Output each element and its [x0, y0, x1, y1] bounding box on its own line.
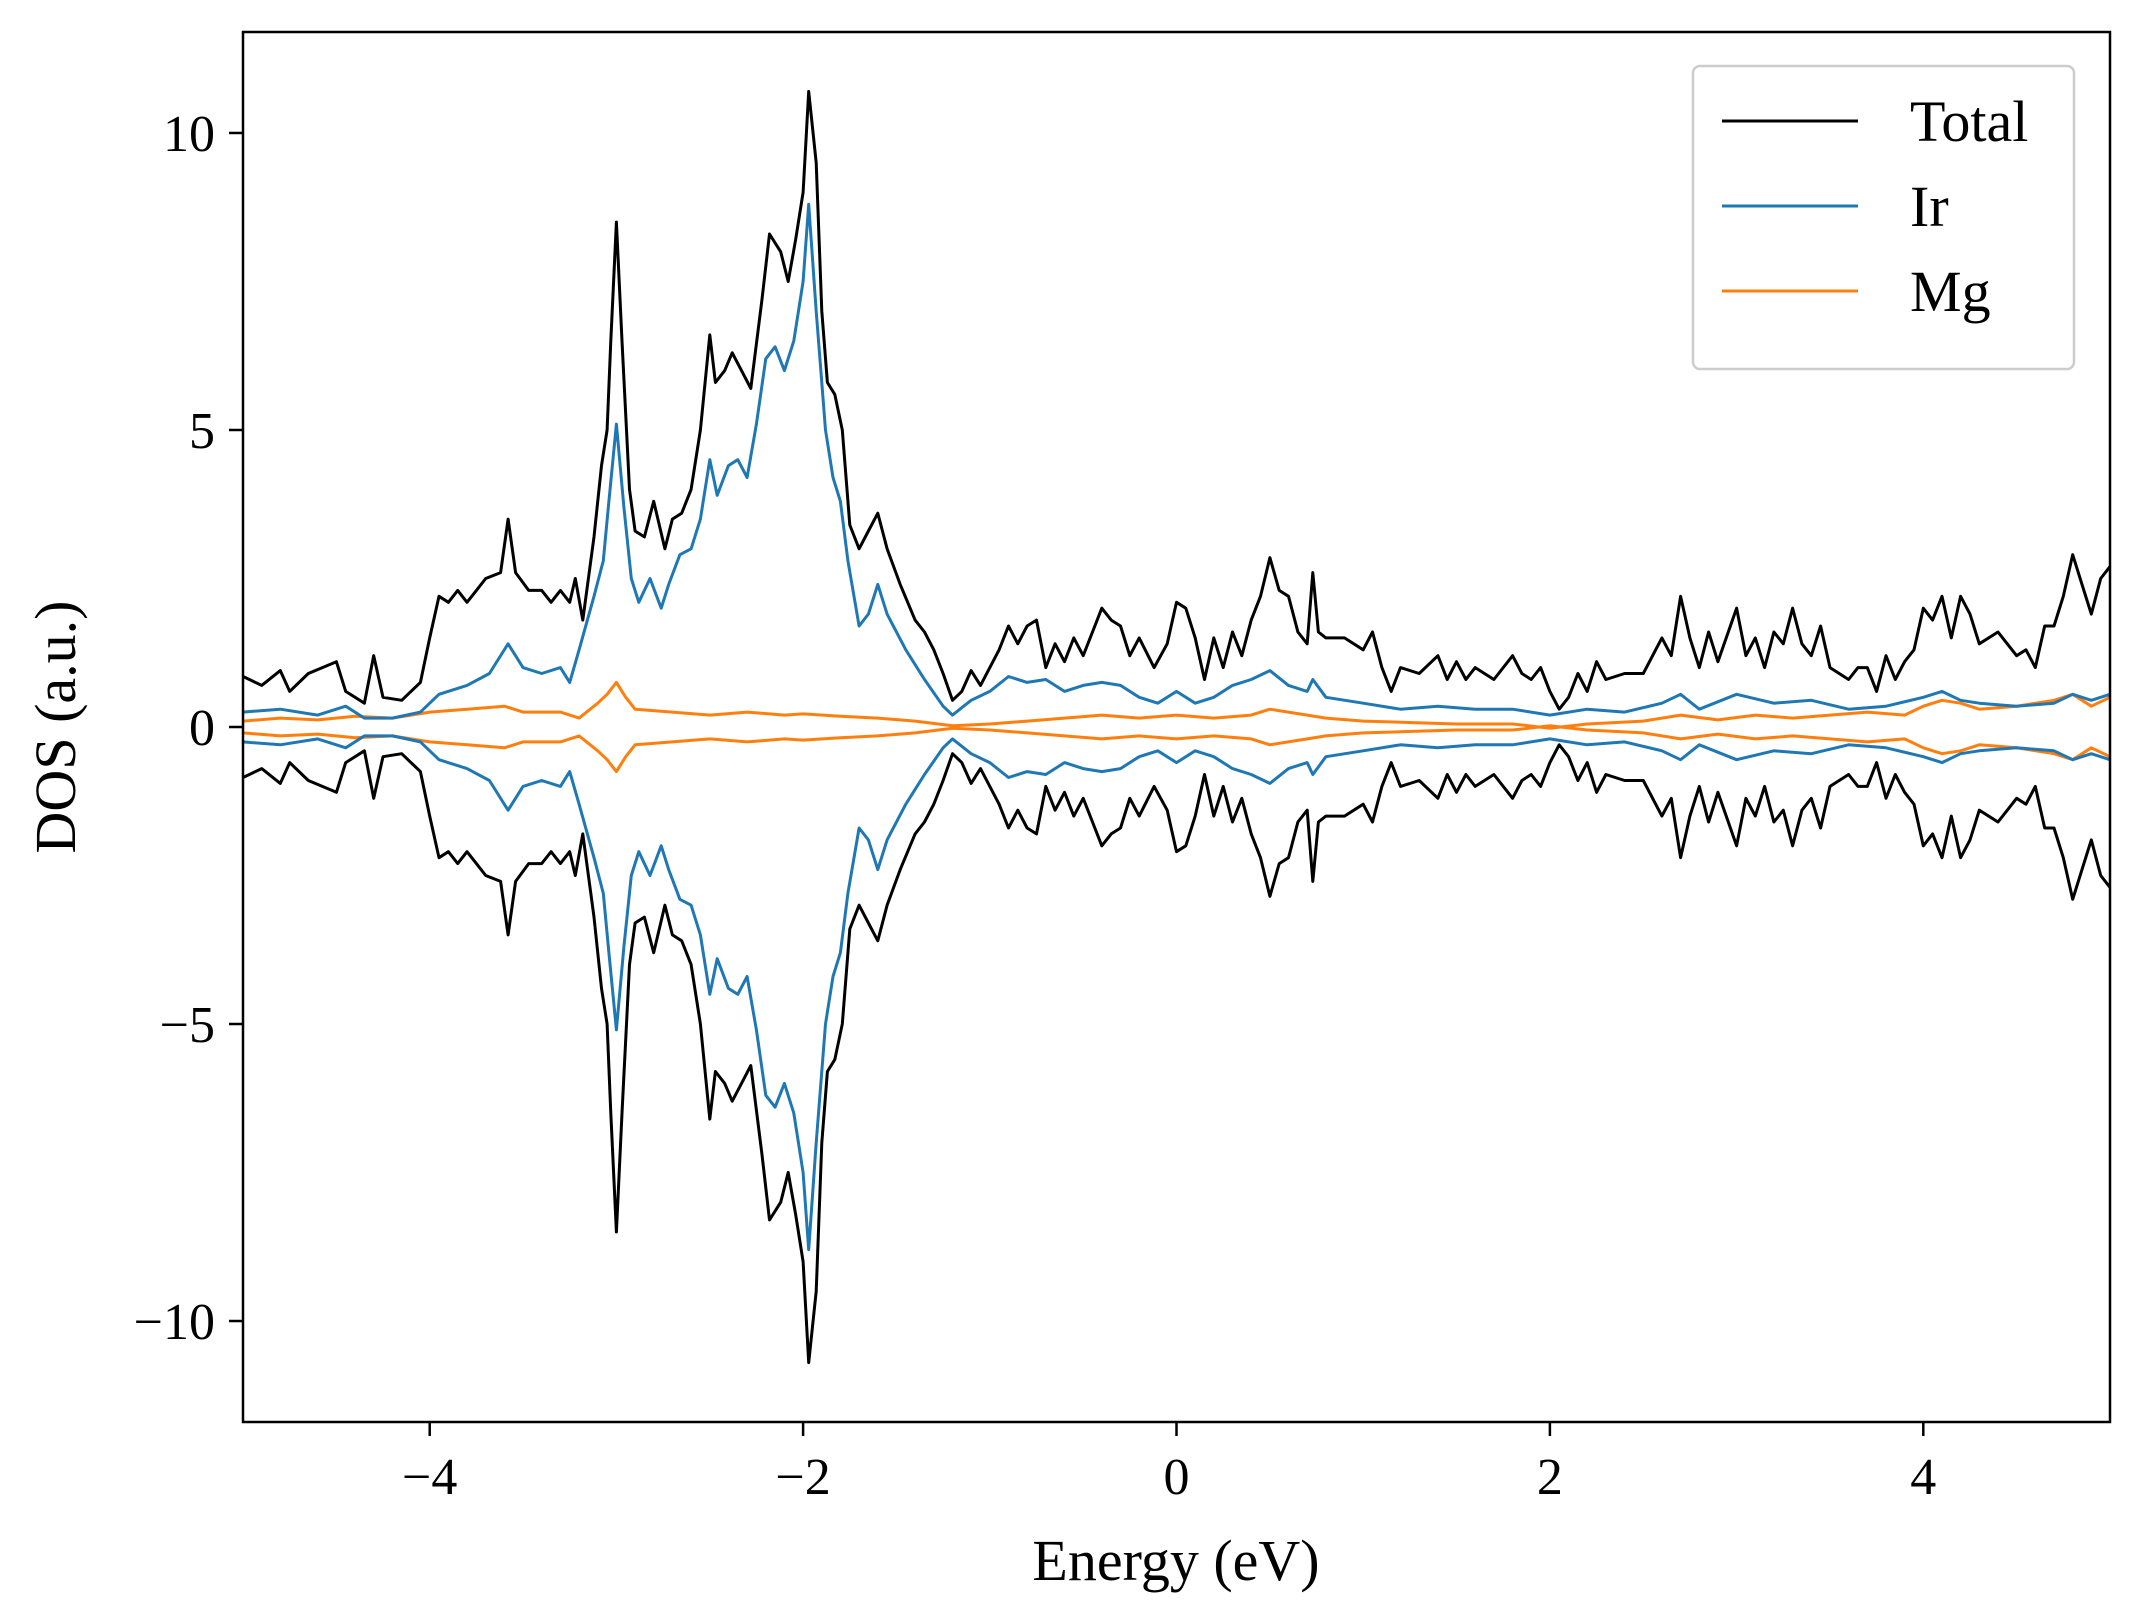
x-axis-label: Energy (eV) [1032, 1528, 1319, 1593]
x-tick-label: −4 [402, 1449, 457, 1506]
legend-box [1691, 64, 2076, 371]
x-axis: −4 −2 0 2 4 [402, 1422, 1936, 1506]
y-axis: −10 −5 0 5 10 [134, 106, 243, 1351]
y-axis-label: DOS (a.u.) [23, 601, 88, 854]
x-tick-label: −2 [775, 1449, 830, 1506]
legend-label-ir: Ir [1910, 174, 1949, 239]
y-tick-label: 0 [189, 700, 215, 757]
series-layer [243, 89, 2110, 1365]
y-tick-label: 10 [163, 106, 215, 163]
total-spin-down-line [243, 743, 2110, 1365]
x-tick-label: 4 [1910, 1449, 1936, 1506]
ir-spin-down-line [243, 734, 2110, 1252]
legend: Total Ir Mg [1691, 64, 2076, 371]
mg-spin-down-line [243, 724, 2110, 774]
ir-spin-up-line [243, 202, 2110, 720]
y-tick-label: 5 [189, 403, 215, 460]
y-tick-label: −10 [134, 1294, 215, 1351]
mg-spin-up-line [243, 680, 2110, 730]
legend-label-mg: Mg [1910, 259, 1991, 324]
x-tick-label: 0 [1164, 1449, 1190, 1506]
x-tick-label: 2 [1537, 1449, 1563, 1506]
total-spin-up-line [243, 89, 2110, 711]
legend-label-total: Total [1910, 89, 2028, 154]
y-tick-label: −5 [160, 997, 215, 1054]
